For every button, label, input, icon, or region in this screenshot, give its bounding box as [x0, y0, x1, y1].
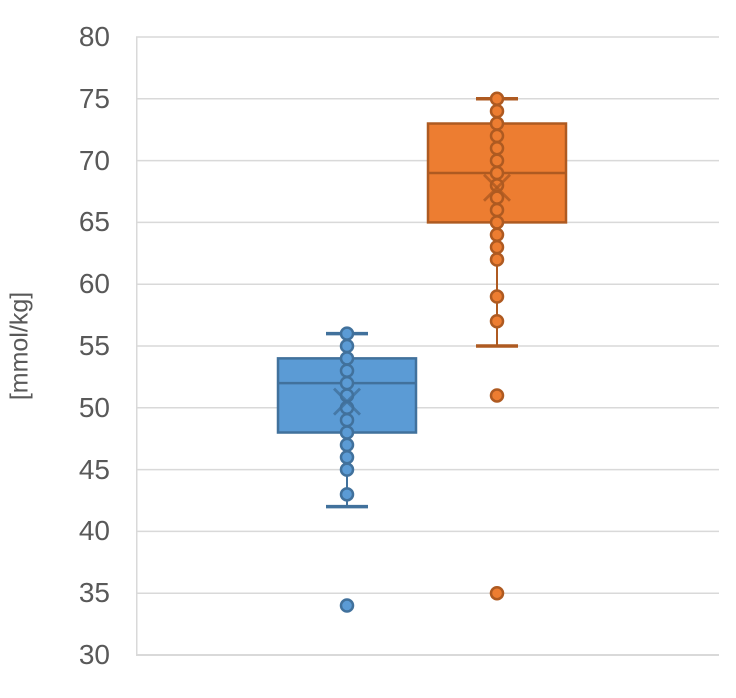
orange-series-data-point — [489, 140, 505, 156]
orange-series-data-point — [489, 91, 505, 107]
y-tick-label: 45 — [78, 453, 110, 485]
blue-series-outlier-point — [339, 598, 355, 613]
blue-series-data-point — [339, 363, 355, 378]
orange-series-outlier-point — [489, 585, 505, 601]
blue-series-data-point — [339, 388, 355, 403]
blue-series-data-point — [339, 437, 355, 453]
orange-series-data-point — [489, 215, 505, 230]
blue-series-data-point — [339, 338, 355, 354]
blue-series-mean-marker — [333, 387, 361, 416]
orange-series-data-point — [489, 202, 505, 218]
orange-series-data-point — [489, 116, 505, 131]
orange-series-data-point — [489, 103, 505, 119]
orange-series-data-point — [489, 227, 505, 243]
y-tick-label: 75 — [78, 82, 110, 114]
blue-series-data-point — [339, 326, 355, 341]
orange-series-data-point — [489, 289, 505, 304]
y-tick-label: 40 — [78, 515, 110, 547]
y-tick-label: 65 — [78, 206, 110, 238]
blue-series-data-point — [339, 487, 355, 502]
orange-series-mean-marker — [483, 173, 511, 202]
orange-series-data-point — [489, 239, 505, 255]
y-tick-label: 60 — [78, 268, 110, 300]
blue-series-data-point — [339, 375, 355, 391]
y-tick-label: 35 — [78, 577, 110, 609]
plot-area — [136, 36, 719, 656]
orange-series-outlier-point — [489, 388, 505, 403]
orange-series-data-point — [489, 153, 505, 168]
blue-series-data-point — [339, 462, 355, 477]
blue-series-data-point — [339, 425, 355, 440]
blue-series-data-point — [339, 400, 355, 416]
orange-series-data-point — [489, 165, 505, 181]
orange-series-data-point — [489, 252, 505, 267]
blue-series-data-point — [339, 449, 355, 465]
y-tick-label: 30 — [78, 639, 110, 670]
blue-series-data-point — [339, 412, 355, 428]
y-tick-label: 55 — [78, 330, 110, 361]
y-tick-label: 50 — [78, 391, 110, 423]
y-tick-label: 80 — [78, 21, 110, 52]
orange-series-data-point — [489, 314, 505, 329]
y-tick-label: 70 — [78, 144, 110, 176]
blue-series-data-point — [339, 351, 355, 366]
orange-series-data-point — [489, 128, 505, 144]
